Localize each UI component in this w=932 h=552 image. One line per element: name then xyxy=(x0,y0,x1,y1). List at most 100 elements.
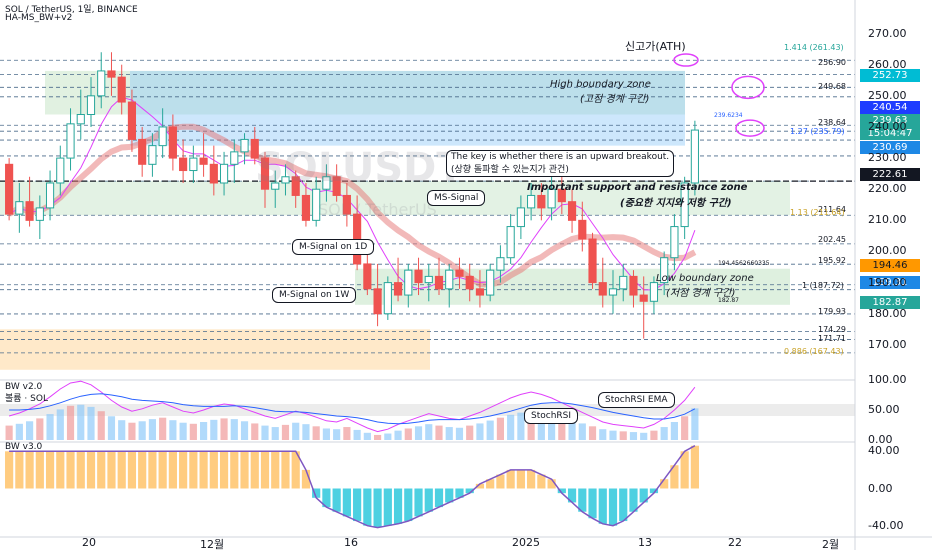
fib-113-level: 1.13 (211.64) xyxy=(790,208,845,217)
level-249-68: 249.68 xyxy=(818,82,846,91)
candle-body xyxy=(393,282,403,296)
price-tick-label: 230.00 xyxy=(868,151,907,165)
volume-bar xyxy=(56,409,64,440)
level-195-92: 195.92 xyxy=(818,256,846,265)
candle-body xyxy=(138,138,147,165)
candle-body xyxy=(127,101,137,140)
bw3-bar xyxy=(15,451,24,489)
bw3-bar xyxy=(5,451,14,489)
bw2-panel-title: BW v2.0 xyxy=(5,382,43,392)
fib-127-level: 1.27 (235.79) xyxy=(790,127,845,136)
bw3-bar xyxy=(506,469,515,489)
time-tick-label: 12월 xyxy=(200,538,225,551)
bw3-bar xyxy=(578,488,587,512)
candle-body xyxy=(670,226,679,259)
high-zone-label: High boundary zone xyxy=(550,79,651,90)
stochrsi-tick-label: 100.00 xyxy=(868,373,907,386)
bw3-bar xyxy=(486,479,495,489)
ath-circle xyxy=(673,53,699,67)
volume-bar xyxy=(240,421,249,440)
candle-body xyxy=(25,201,34,221)
volume-bar xyxy=(691,408,699,440)
candle-body xyxy=(629,275,638,296)
volume-bar xyxy=(384,433,392,440)
stochrsi-callout: StochRSI xyxy=(524,408,579,424)
candle-body xyxy=(250,138,259,159)
fib-1414-level: 1.414 (261.43) xyxy=(784,43,844,52)
bw3-bar xyxy=(240,451,249,489)
candle-body xyxy=(158,126,167,147)
bw3-bar xyxy=(281,451,290,489)
volume-bar xyxy=(363,432,371,440)
bw3-bar xyxy=(537,474,546,489)
volume-bar xyxy=(210,419,218,440)
bw3-bar xyxy=(322,488,331,508)
candle-body xyxy=(45,182,55,209)
bw3-bar xyxy=(516,469,525,489)
candle-body xyxy=(219,163,229,184)
bw3-bar xyxy=(393,488,403,524)
bw3-bar xyxy=(260,451,270,489)
volume-bar xyxy=(517,412,525,440)
volume-bar xyxy=(26,421,34,440)
candle-body xyxy=(373,288,382,315)
stochrsi-ema-line xyxy=(9,393,696,425)
volume-bar xyxy=(425,424,433,440)
volume-bar xyxy=(568,420,576,440)
price-tick-label: 190.00 xyxy=(868,275,907,289)
bw3-tick-label: 40.00 xyxy=(868,444,900,458)
candle-body xyxy=(281,176,290,184)
low-zone-korean: (저점 경계 구간) xyxy=(666,288,736,299)
volume-bar xyxy=(660,427,668,440)
candle-body xyxy=(332,176,341,196)
volume-bar xyxy=(445,427,453,440)
bw3-bar xyxy=(383,488,392,526)
bw3-bar xyxy=(588,488,597,519)
volume-bar xyxy=(46,414,54,440)
stochrsi-tick-label: 50.00 xyxy=(868,403,900,416)
bw3-bar xyxy=(117,451,126,489)
bw3-bar xyxy=(670,465,679,489)
volume-bar xyxy=(189,423,197,440)
volume-bar xyxy=(107,416,116,440)
bw3-bar xyxy=(56,451,65,489)
bw3-bar xyxy=(230,451,239,489)
time-tick-label: 20 xyxy=(82,536,96,549)
bw3-bar xyxy=(199,451,208,489)
candle-body xyxy=(97,70,106,97)
bw3-bar xyxy=(291,451,300,489)
price-label-230: 230.69 xyxy=(860,141,920,154)
price-label-240: 240.54 xyxy=(860,101,920,114)
volume-bar xyxy=(394,430,402,440)
bw3-bar xyxy=(179,451,188,489)
volume-bar xyxy=(148,419,156,440)
volume-bar xyxy=(302,424,310,440)
candle-body xyxy=(424,275,433,284)
bw3-bar xyxy=(25,451,34,489)
volume-bar xyxy=(681,416,689,440)
bw3-bar xyxy=(35,451,44,489)
candle-body xyxy=(608,288,618,296)
candle-body xyxy=(271,182,280,190)
bw3-bar xyxy=(527,469,536,489)
volume-bar xyxy=(619,431,627,440)
m-signal-1w-callout: M-Signal on 1W xyxy=(272,287,357,303)
candle-body xyxy=(690,129,699,184)
candle-body xyxy=(312,188,321,221)
chart-symbol-title: SOL / TetherUS, 1일, BINANCE xyxy=(5,5,138,15)
volume-bar xyxy=(333,429,341,440)
volume-bar xyxy=(322,428,330,440)
volume-bar xyxy=(435,425,443,440)
candle-body xyxy=(230,151,239,165)
bw3-bar xyxy=(353,488,362,522)
bw3-bar xyxy=(189,451,198,489)
bw3-bar xyxy=(342,488,351,517)
volume-bar xyxy=(558,417,566,440)
bw3-bar xyxy=(168,451,177,489)
volume-bar xyxy=(251,423,259,440)
bw3-bar xyxy=(45,451,55,489)
candle-body xyxy=(434,275,444,290)
support-zone-label: Important support and resistance zone xyxy=(527,182,748,193)
candle-body xyxy=(639,294,648,302)
